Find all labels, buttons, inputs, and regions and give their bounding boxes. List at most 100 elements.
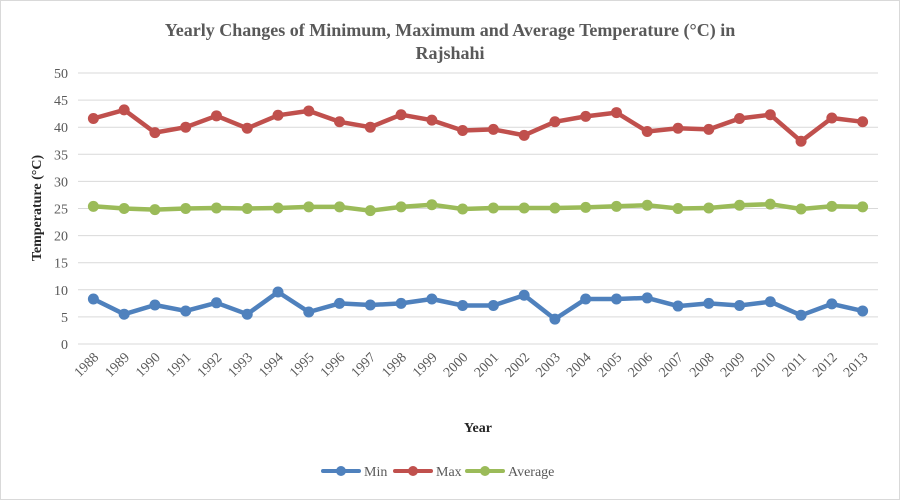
data-point-max <box>118 104 130 116</box>
x-tick-label: 2004 <box>564 350 594 380</box>
x-tick-label: 1997 <box>349 350 379 380</box>
y-tick-label: 50 <box>54 67 68 82</box>
data-point-average <box>734 199 746 211</box>
data-point-average <box>641 199 653 211</box>
legend-swatch-marker <box>480 466 490 476</box>
data-point-min <box>210 297 222 309</box>
data-point-average <box>672 203 684 214</box>
x-tick-label: 2010 <box>749 350 779 380</box>
data-point-max <box>857 116 869 128</box>
x-tick-label: 1992 <box>195 350 225 380</box>
data-point-max <box>426 114 438 126</box>
data-point-max <box>734 113 746 125</box>
data-point-average <box>426 199 438 211</box>
legend-swatch-marker <box>336 466 346 476</box>
data-point-average <box>457 203 469 215</box>
y-tick-label: 40 <box>54 121 68 136</box>
data-point-max <box>210 110 222 122</box>
data-point-max <box>334 116 346 128</box>
data-point-average <box>826 200 838 212</box>
data-point-min <box>395 297 407 309</box>
data-point-max <box>549 116 561 128</box>
data-point-max <box>641 126 653 138</box>
x-tick-label: 2009 <box>718 350 748 380</box>
data-point-min <box>180 305 192 317</box>
data-point-min <box>487 300 499 312</box>
data-point-max <box>795 135 807 147</box>
data-point-min <box>857 305 869 317</box>
data-point-min <box>303 306 315 318</box>
data-point-min <box>703 297 715 309</box>
data-point-min <box>149 299 161 311</box>
x-tick-label: 2013 <box>841 350 871 380</box>
x-tick-label: 2001 <box>472 350 502 380</box>
x-tick-label: 2008 <box>687 350 717 380</box>
legend-item-min: Min <box>321 465 387 480</box>
data-point-max <box>272 109 284 121</box>
x-tick-label: 1988 <box>72 350 102 380</box>
data-point-min <box>426 293 438 305</box>
legend-item-max: Max <box>393 465 462 480</box>
data-point-max <box>610 107 622 119</box>
data-point-min <box>734 300 746 312</box>
series-line-max <box>91 107 865 144</box>
data-point-average <box>334 201 346 213</box>
x-tick-label: 1999 <box>410 350 440 380</box>
data-point-average <box>487 202 499 214</box>
x-tick-label: 2012 <box>810 350 840 380</box>
data-point-average <box>764 198 776 210</box>
legend-label: Min <box>364 465 387 480</box>
chart-title-line-1: Yearly Changes of Minimum, Maximum and A… <box>165 20 736 41</box>
data-point-min <box>826 298 838 310</box>
y-tick-label: 5 <box>61 311 68 326</box>
data-point-min <box>764 296 776 308</box>
y-tick-label: 20 <box>54 230 68 245</box>
data-point-average <box>364 205 376 217</box>
data-point-min <box>87 293 99 305</box>
y-tick-label: 0 <box>61 338 68 353</box>
data-point-max <box>303 105 315 117</box>
data-point-average <box>180 203 192 214</box>
x-tick-label: 2005 <box>595 350 625 380</box>
legend-swatch-marker <box>408 466 418 476</box>
data-point-max <box>764 109 776 121</box>
legend-label: Average <box>508 465 554 480</box>
data-point-max <box>87 113 99 125</box>
x-tick-label: 2002 <box>503 350 533 380</box>
data-point-max <box>241 122 253 134</box>
data-point-max <box>180 121 192 133</box>
y-tick-labels: 0 5 10 15 20 25 30 35 40 45 50 <box>54 67 68 353</box>
data-point-average <box>395 201 407 213</box>
data-point-min <box>672 300 684 312</box>
data-point-average <box>549 202 561 214</box>
x-tick-label: 1993 <box>226 350 256 380</box>
x-tick-label: 2000 <box>441 350 471 380</box>
data-point-average <box>149 204 161 216</box>
y-tick-label: 35 <box>54 148 68 163</box>
data-point-max <box>672 122 684 134</box>
data-point-average <box>703 202 715 214</box>
data-point-average <box>272 202 284 214</box>
x-tick-label: 2006 <box>626 350 656 380</box>
data-point-min <box>334 297 346 309</box>
data-point-min <box>549 313 561 325</box>
legend-label: Max <box>436 465 462 480</box>
data-point-max <box>395 109 407 121</box>
x-tick-label: 1989 <box>103 350 133 380</box>
y-tick-label: 10 <box>54 284 68 299</box>
x-tick-label: 2011 <box>780 350 810 380</box>
x-tick-label: 2007 <box>656 350 686 380</box>
gridlines <box>78 72 878 345</box>
data-point-max <box>364 121 376 133</box>
x-tick-label: 1995 <box>287 350 317 380</box>
x-tick-label: 1991 <box>164 350 194 380</box>
x-tick-label: 1990 <box>133 350 163 380</box>
x-tick-label: 1994 <box>256 350 286 380</box>
series-group <box>87 104 869 325</box>
data-point-average <box>118 203 130 214</box>
data-point-min <box>118 308 130 320</box>
data-point-min <box>641 292 653 304</box>
data-point-average <box>795 203 807 215</box>
data-point-max <box>149 127 161 139</box>
legend-item-average: Average <box>465 465 554 480</box>
